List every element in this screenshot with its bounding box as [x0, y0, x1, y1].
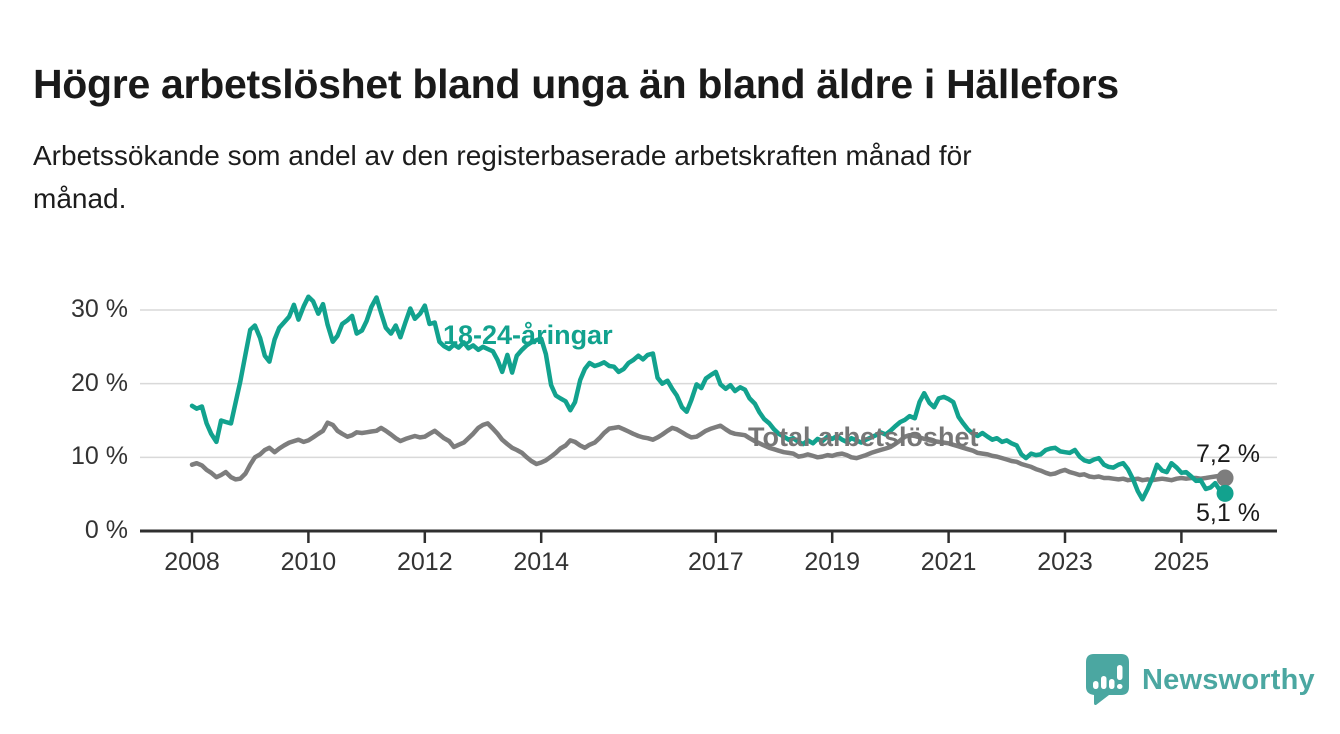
end-dot-youth [1216, 484, 1234, 502]
chart-subtitle-line2: månad. [33, 183, 127, 214]
y-tick-label-20: 20 % [71, 368, 128, 397]
series-label-youth: 18-24-åringar [443, 320, 613, 350]
x-tick-label-2017: 2017 [687, 548, 744, 576]
y-tick-label-30: 30 % [71, 294, 128, 323]
y-tick-label-10: 10 % [71, 442, 128, 471]
chart-subtitle-line1: Arbetssökande som andel av den registerb… [33, 140, 972, 171]
series-line-youth [189, 294, 1228, 502]
x-tick-label-2025: 2025 [1153, 548, 1210, 576]
x-tick-label-2010: 2010 [280, 548, 337, 576]
end-value-label-youth: 5,1 % [1196, 499, 1260, 527]
series-label-total: Total arbetslöshet [748, 422, 979, 452]
x-tick-label-2021: 2021 [920, 548, 977, 576]
end-dot-total [1216, 469, 1234, 487]
x-tick-label-2014: 2014 [513, 548, 569, 576]
newsworthy-logo: Newsworthy [1084, 654, 1315, 706]
x-tick-label-2023: 2023 [1037, 548, 1093, 576]
series-line-total [189, 420, 1228, 483]
newsworthy-logo-text: Newsworthy [1142, 663, 1315, 696]
x-tick-label-2019: 2019 [804, 548, 860, 576]
end-value-label-total: 7,2 % [1196, 440, 1260, 468]
x-tick-label-2012: 2012 [396, 548, 453, 576]
y-tick-label-0: 0 % [84, 516, 128, 544]
x-tick-label-2008: 2008 [164, 548, 220, 576]
newsworthy-logo-icon [1086, 654, 1129, 706]
page-title: Högre arbetslöshet bland unga än bland ä… [33, 61, 1119, 108]
